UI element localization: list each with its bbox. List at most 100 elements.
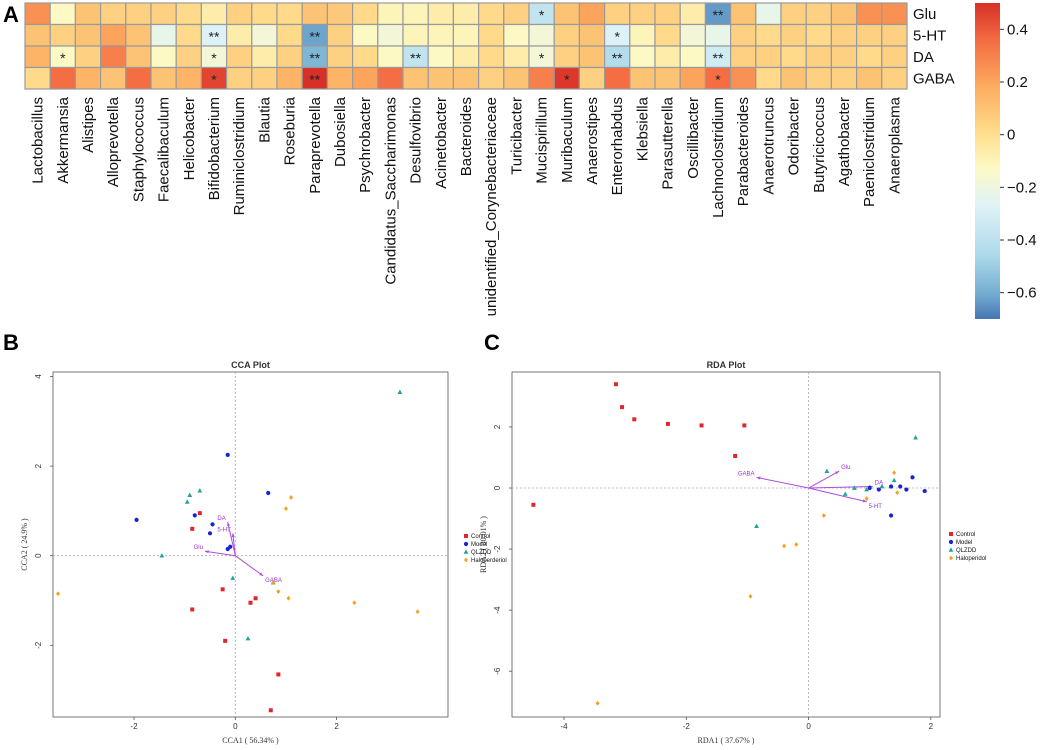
heatmap-cell — [125, 2, 152, 26]
heatmap-cell — [251, 2, 278, 26]
data-point — [207, 531, 213, 536]
env-vector — [235, 555, 264, 577]
column-label: Odoribacter — [786, 97, 803, 175]
heatmap-cell — [150, 66, 177, 90]
heatmap-cell — [830, 23, 858, 47]
significance-mark: * — [539, 7, 545, 23]
row-label: DA — [913, 49, 934, 66]
heatmap-cell — [855, 66, 883, 90]
data-point — [613, 382, 618, 387]
heatmap-cell — [276, 66, 303, 90]
legend-label: Control — [471, 534, 490, 540]
column-label: Muribaculum — [559, 97, 576, 183]
heatmap-cell — [528, 23, 555, 47]
row-label: Glu — [913, 6, 936, 23]
y-tick-label: 4 — [34, 374, 43, 379]
heatmap-cell — [805, 23, 833, 47]
column-label: Faecalibaculum — [156, 97, 173, 202]
heatmap-cell — [881, 2, 908, 26]
significance-mark: ** — [713, 7, 724, 23]
heatmap-cell — [452, 2, 480, 26]
heatmap-cell — [654, 66, 681, 90]
data-point — [289, 495, 294, 500]
heatmap-cell — [629, 66, 656, 90]
heatmap-cell — [629, 2, 656, 26]
heatmap-cell — [125, 66, 152, 90]
data-point — [197, 488, 203, 493]
heatmap-cell — [855, 2, 883, 26]
heatmap-cell — [24, 2, 51, 26]
env-vector-label: GABA — [738, 471, 755, 477]
column-label: Psychrobacter — [357, 97, 374, 193]
heatmap-cell — [427, 66, 455, 90]
legend-marker — [948, 547, 954, 552]
significance-mark: * — [211, 50, 217, 66]
heatmap-cell — [251, 23, 278, 47]
data-point — [748, 594, 753, 599]
colorbar-tick-label: 0 — [1007, 127, 1015, 144]
heatmap-cell — [150, 45, 177, 69]
heatmap-cell — [629, 45, 656, 69]
data-point — [620, 405, 625, 410]
heatmap-cell — [452, 66, 480, 90]
env-vector — [808, 485, 873, 489]
data-point — [210, 522, 215, 527]
legend-label: Haloperidol — [956, 556, 986, 562]
heatmap-cell — [99, 23, 127, 47]
significance-mark: ** — [309, 28, 320, 44]
x-tick-label: -4 — [560, 722, 568, 731]
colorbar-gradient — [975, 3, 1000, 319]
heatmap-cell — [175, 2, 202, 26]
colorbar-tick-label: 0.2 — [1007, 74, 1028, 91]
heatmap-cell — [125, 45, 152, 69]
column-label: Paraprevotella — [307, 96, 324, 193]
heatmap-cell — [200, 2, 228, 26]
heatmap-cell — [553, 45, 581, 69]
data-point — [276, 589, 281, 594]
data-point — [852, 485, 857, 490]
data-point — [253, 596, 258, 601]
heatmap-cell — [251, 66, 278, 90]
heatmap-cell — [528, 66, 555, 90]
x-tick-label: -2 — [130, 722, 138, 731]
heatmap-cell — [755, 23, 782, 47]
heatmap: * ** Glu** ** * 5-HT* * ** ** * ** ** DA* ** * * GABALac… — [24, 2, 955, 316]
heatmap-cell — [855, 45, 883, 69]
significance-mark: ** — [612, 50, 623, 66]
heatmap-cell — [326, 45, 354, 69]
plot-frame — [511, 371, 941, 718]
heatmap-cell — [805, 45, 833, 69]
heatmap-cell — [326, 23, 354, 47]
data-point — [192, 513, 197, 518]
env-vector — [227, 521, 236, 556]
heatmap-cell — [755, 2, 782, 26]
heatmap-cell — [377, 66, 404, 90]
heatmap-cell — [478, 66, 505, 90]
legend-marker — [949, 532, 953, 536]
heatmap-cell — [503, 45, 530, 69]
data-point — [632, 417, 637, 422]
data-point — [225, 452, 230, 457]
heatmap-cell — [49, 2, 77, 26]
heatmap-cell — [830, 45, 858, 69]
column-label: Enterorhabdus — [609, 97, 626, 195]
heatmap-cell — [553, 2, 581, 26]
env-vector-label: Glu — [841, 465, 850, 471]
heatmap-cell — [226, 23, 253, 47]
x-tick-label: 2 — [929, 722, 934, 731]
heatmap-cell — [478, 45, 505, 69]
heatmap-cell — [301, 2, 329, 26]
env-vector-arrowhead — [259, 572, 264, 576]
column-label: Anaeroplasma — [886, 96, 903, 193]
heatmap-cell — [150, 23, 177, 47]
data-point — [184, 499, 190, 504]
data-point — [56, 591, 61, 597]
legend-marker — [464, 534, 468, 538]
heatmap-cell — [175, 23, 202, 47]
column-label: Agathobacter — [836, 97, 853, 186]
data-point — [159, 553, 165, 558]
data-point — [879, 483, 885, 489]
x-axis-label: CCA1 ( 56.34% ) — [222, 736, 279, 745]
y-tick-label: -6 — [493, 667, 502, 675]
heatmap-cell — [603, 2, 631, 26]
